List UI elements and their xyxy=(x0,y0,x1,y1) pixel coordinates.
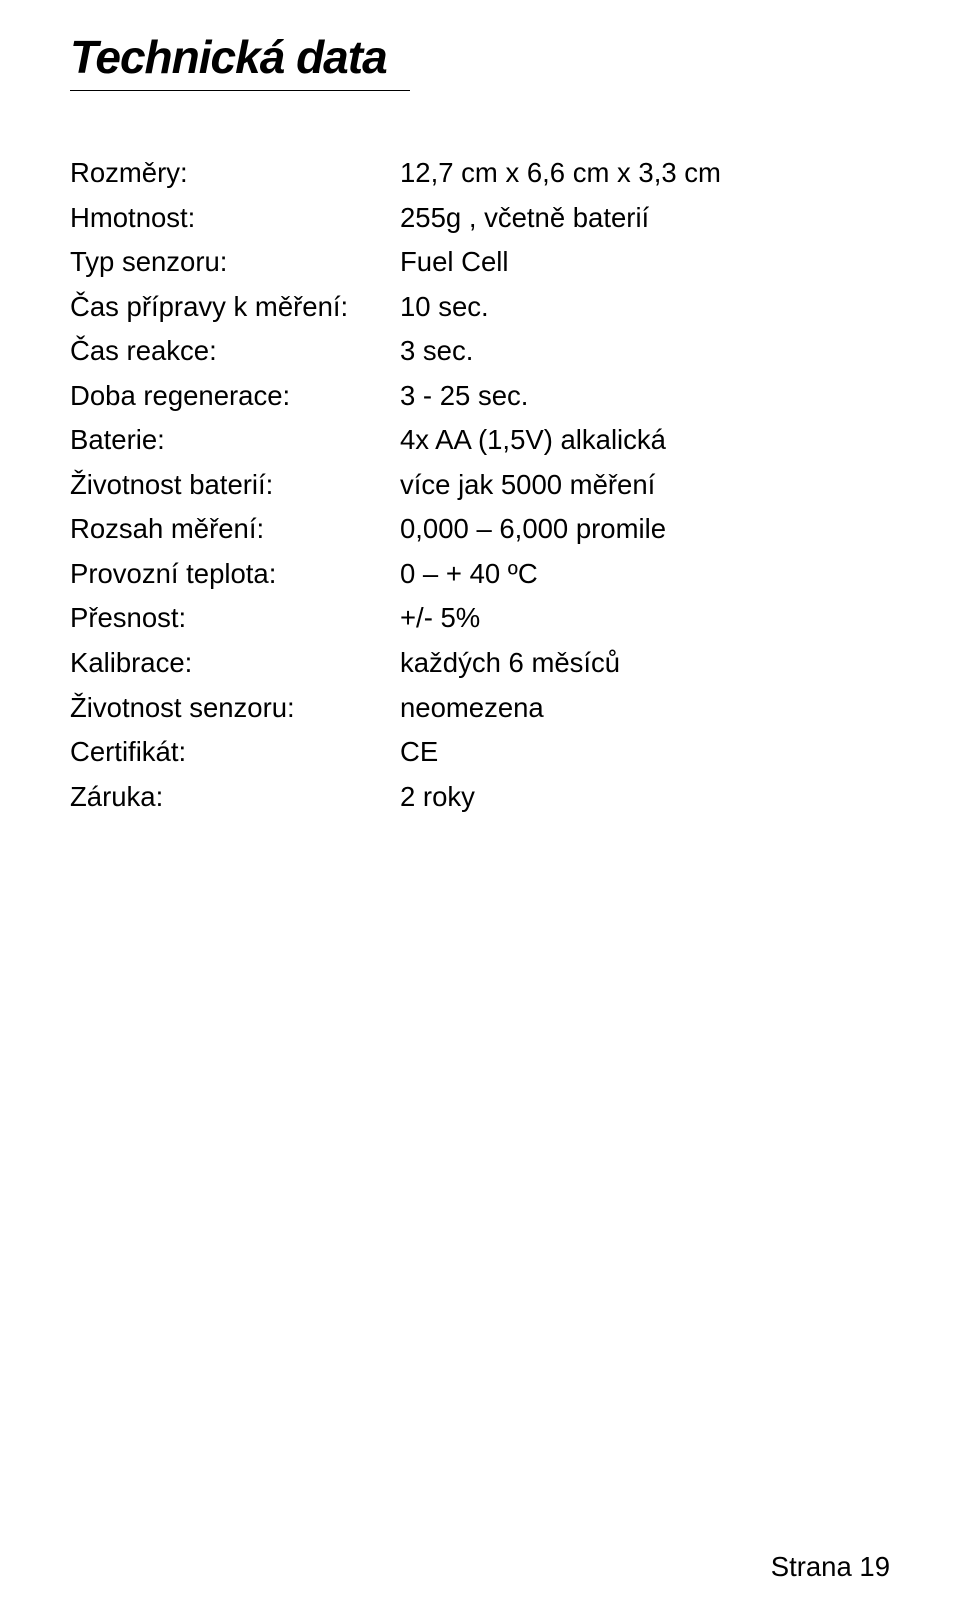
spec-label: Hmotnost: xyxy=(70,196,400,241)
spec-row: Přesnost:+/- 5% xyxy=(70,596,890,641)
spec-row: Typ senzoru:Fuel Cell xyxy=(70,240,890,285)
spec-row: Záruka:2 roky xyxy=(70,775,890,820)
spec-value: 0,000 – 6,000 promile xyxy=(400,507,890,552)
spec-row: Životnost baterií:více jak 5000 měření xyxy=(70,463,890,508)
spec-row: Baterie:4x AA (1,5V) alkalická xyxy=(70,418,890,463)
spec-value: 3 sec. xyxy=(400,329,890,374)
spec-label: Přesnost: xyxy=(70,596,400,641)
spec-value: neomezena xyxy=(400,686,890,731)
page-container: Technická data Rozměry:12,7 cm x 6,6 cm … xyxy=(0,0,960,1623)
spec-row: Hmotnost:255g , včetně baterií xyxy=(70,196,890,241)
spec-row: Životnost senzoru:neomezena xyxy=(70,686,890,731)
spec-value: +/- 5% xyxy=(400,596,890,641)
spec-value: 10 sec. xyxy=(400,285,890,330)
spec-label: Životnost senzoru: xyxy=(70,686,400,731)
spec-label: Rozměry: xyxy=(70,151,400,196)
spec-label: Záruka: xyxy=(70,775,400,820)
spec-row: Provozní teplota:0 – + 40 ºC xyxy=(70,552,890,597)
spec-value: 255g , včetně baterií xyxy=(400,196,890,241)
spec-label: Doba regenerace: xyxy=(70,374,400,419)
spec-label: Životnost baterií: xyxy=(70,463,400,508)
spec-row: Čas reakce:3 sec. xyxy=(70,329,890,374)
spec-value: 2 roky xyxy=(400,775,890,820)
spec-label: Typ senzoru: xyxy=(70,240,400,285)
title-rule xyxy=(70,90,410,91)
spec-value: 4x AA (1,5V) alkalická xyxy=(400,418,890,463)
spec-label: Baterie: xyxy=(70,418,400,463)
spec-label: Rozsah měření: xyxy=(70,507,400,552)
spec-row: Čas přípravy k měření:10 sec. xyxy=(70,285,890,330)
spec-row: Doba regenerace:3 - 25 sec. xyxy=(70,374,890,419)
spec-label: Kalibrace: xyxy=(70,641,400,686)
spec-value: CE xyxy=(400,730,890,775)
spec-value: každých 6 měsíců xyxy=(400,641,890,686)
spec-value: více jak 5000 měření xyxy=(400,463,890,508)
spec-row: Certifikát:CE xyxy=(70,730,890,775)
spec-label: Čas reakce: xyxy=(70,329,400,374)
page-title: Technická data xyxy=(70,30,890,84)
spec-row: Rozměry:12,7 cm x 6,6 cm x 3,3 cm xyxy=(70,151,890,196)
spec-value: Fuel Cell xyxy=(400,240,890,285)
specs-list: Rozměry:12,7 cm x 6,6 cm x 3,3 cmHmotnos… xyxy=(70,151,890,819)
spec-row: Kalibrace:každých 6 měsíců xyxy=(70,641,890,686)
spec-value: 12,7 cm x 6,6 cm x 3,3 cm xyxy=(400,151,890,196)
spec-row: Rozsah měření:0,000 – 6,000 promile xyxy=(70,507,890,552)
spec-value: 3 - 25 sec. xyxy=(400,374,890,419)
spec-label: Certifikát: xyxy=(70,730,400,775)
spec-value: 0 – + 40 ºC xyxy=(400,552,890,597)
spec-label: Provozní teplota: xyxy=(70,552,400,597)
page-footer: Strana 19 xyxy=(771,1551,890,1583)
spec-label: Čas přípravy k měření: xyxy=(70,285,400,330)
